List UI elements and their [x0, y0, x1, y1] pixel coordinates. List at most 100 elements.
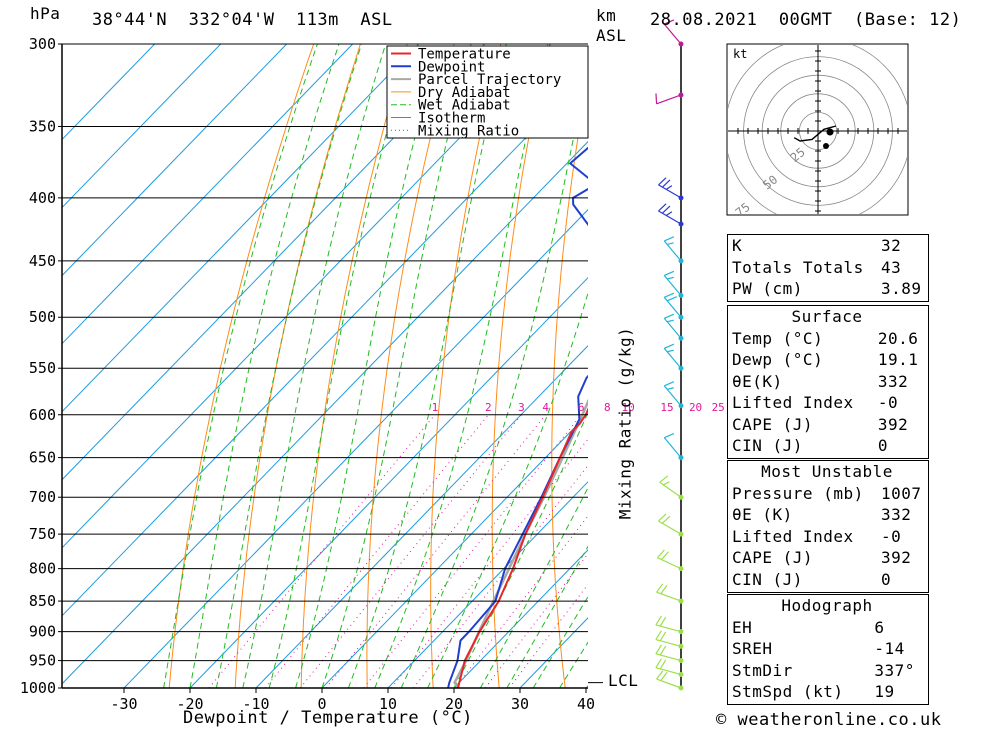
dry-adiabat-line — [491, 44, 549, 688]
mixing-ratio-label: 2 — [485, 401, 492, 414]
wind-barb — [663, 270, 684, 298]
hodograph-table: Hodograph EH 6 SREH -14 StmDir 337° StmSpd (kt… — [728, 595, 926, 703]
general-index-label: Totals Totals — [732, 257, 864, 277]
hodograph-index-row: StmDir 337° — [728, 660, 926, 682]
wind-barb-feather — [664, 270, 675, 277]
surface-index-label: Dewp (°C) — [732, 350, 824, 370]
surface-index-row: θE(K) 332 — [728, 371, 926, 393]
surface-index-label: Temp (°C) — [732, 328, 824, 348]
unstable-index-row: Lifted Index -0 — [728, 526, 926, 548]
pressure-tick-label: 950 — [29, 652, 56, 670]
unstable-index-value: 1007 — [880, 483, 922, 503]
wind-barb — [656, 549, 684, 572]
legend-label: Isotherm — [418, 111, 485, 127]
general-index-value: 3.89 — [880, 279, 922, 299]
hodograph-ring-label: 25 — [788, 145, 808, 165]
unstable-index-value: -0 — [880, 526, 902, 546]
dewpoint-line — [447, 146, 588, 688]
wet-adiabat-line — [163, 44, 318, 688]
wind-barb-feather — [655, 615, 662, 626]
mixing-ratio-label: 1 — [432, 401, 439, 414]
hodograph-index-label: StmSpd (kt) — [732, 682, 844, 702]
parcel-trajectory-line — [453, 398, 588, 688]
isotherm-line — [62, 44, 288, 277]
surface-index-row: CIN (J) 0 — [728, 435, 926, 457]
general-index-value: 43 — [880, 257, 902, 277]
wind-barb-shaft — [655, 638, 682, 647]
temperature-tick-label: 40 — [577, 695, 595, 713]
unstable-index-label: θE (K) — [732, 505, 793, 525]
hodograph-title: Hodograph — [781, 596, 873, 616]
wind-barb — [655, 658, 684, 677]
hodograph-index-value: 337° — [874, 660, 915, 680]
wind-barb — [663, 292, 684, 320]
hodograph-point — [826, 128, 834, 136]
wind-barb — [655, 644, 684, 664]
wet-adiabat-line — [347, 44, 507, 688]
wind-barb — [663, 343, 684, 371]
surface-box — [727, 305, 929, 459]
asl-label: ASL — [596, 26, 627, 45]
isotherm-line — [62, 72, 588, 617]
general-index-label: PW (cm) — [732, 279, 803, 299]
wind-barb-shaft — [663, 385, 682, 407]
pressure-tick-label: 700 — [29, 488, 56, 506]
legend-label: Mixing Ratio — [418, 123, 519, 139]
dry-adiabat-line — [430, 44, 502, 688]
hodograph-index-value: 6 — [874, 617, 885, 637]
mixing-ratio-line — [391, 438, 588, 688]
wind-barb-shaft — [655, 667, 682, 676]
wet-adiabat-line — [427, 291, 588, 688]
wet-adiabat-line — [479, 486, 588, 688]
pressure-tick-label: 450 — [29, 252, 56, 270]
temperature-tick-label: 10 — [379, 695, 397, 713]
wind-barb-feather — [667, 349, 674, 353]
most-unstable-table: Most Unstable Pressure (mb) 1007 θE (K) 332… — [728, 461, 926, 590]
isotherm-line — [255, 345, 588, 688]
mixing-ratio-label: 15 — [660, 401, 673, 414]
wind-barb-shaft — [658, 520, 682, 535]
wind-barb-shaft — [663, 347, 682, 369]
hodograph-index-label: EH — [732, 617, 753, 637]
general-index-value: 32 — [880, 236, 902, 256]
pressure-tick-label: 350 — [29, 117, 56, 135]
wind-barb-feather — [667, 276, 674, 280]
pressure-tick-label: 400 — [29, 189, 56, 207]
legend-label: Parcel Trajectory — [418, 72, 561, 88]
wind-barb-shaft — [663, 275, 682, 296]
surface-index-value: 19.1 — [877, 350, 919, 370]
temperature-tick-label: -20 — [176, 695, 203, 713]
datetime-title: 28.08.2021 00GMT (Base: 12) — [650, 10, 962, 30]
wind-barb — [658, 177, 684, 201]
wind-barb — [658, 203, 684, 227]
wind-barb-shaft — [655, 624, 682, 633]
legend-label: Dewpoint — [418, 59, 485, 75]
wind-barb-feather — [665, 185, 673, 190]
isotherm-line — [62, 44, 222, 209]
hodograph-index-value: 19 — [874, 682, 895, 702]
wind-barb-shaft — [655, 653, 682, 662]
wind-barb-feather — [664, 343, 675, 349]
isotherm-line — [453, 549, 588, 688]
surface-index-label: Lifted Index — [732, 393, 854, 413]
dry-adiabat-line — [234, 44, 361, 688]
isotherm-line — [62, 44, 156, 141]
wind-barb-shaft — [656, 94, 682, 105]
wind-barb — [658, 513, 684, 537]
wind-barb-feather — [664, 381, 675, 387]
legend-label: Temperature — [418, 47, 511, 63]
wind-barb — [659, 475, 684, 500]
temperature-tick-label: -10 — [242, 695, 269, 713]
wind-barb — [663, 19, 684, 47]
surface-index-value: 332 — [877, 371, 909, 391]
wind-barb-feather — [655, 658, 662, 669]
surface-index-row: Lifted Index -0 — [728, 392, 926, 414]
wet-adiabat-line — [242, 44, 387, 688]
wind-barb-shaft — [658, 210, 682, 225]
wind-barb-shaft — [656, 591, 682, 602]
wind-barb-feather — [658, 513, 667, 522]
isotherm-line — [62, 44, 420, 413]
wind-barb-feather — [656, 583, 664, 593]
wind-barb-shaft — [663, 437, 682, 458]
